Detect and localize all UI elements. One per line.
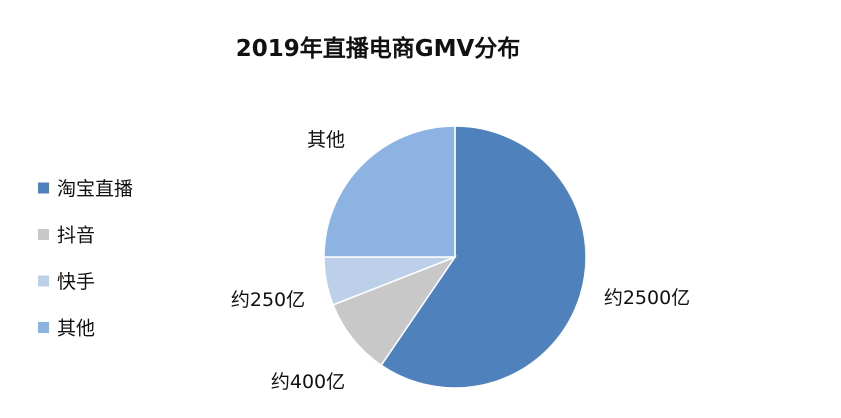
chart-title: 2019年直播电商GMV分布	[236, 35, 521, 62]
legend-swatch-1	[38, 182, 49, 194]
pie-slice-4	[323, 125, 456, 258]
legend-label-3: 快手	[57, 271, 95, 293]
pie-slices	[323, 125, 587, 389]
pie-slice-1	[380, 125, 587, 389]
legend-label-2: 抖音	[57, 225, 95, 247]
data-label-3: 约250亿	[231, 289, 305, 311]
legend-label-4: 其他	[57, 318, 95, 340]
legend-swatch-2	[38, 229, 49, 240]
data-label-2: 约400亿	[271, 371, 345, 393]
legend-label-1: 淘宝直播	[57, 178, 133, 200]
pie-slice-2	[332, 255, 457, 367]
legend-swatch-4	[38, 322, 49, 333]
data-label-4: 其他	[307, 129, 345, 151]
data-label-1: 约2500亿	[604, 287, 690, 309]
legend-swatch-3	[38, 275, 49, 287]
